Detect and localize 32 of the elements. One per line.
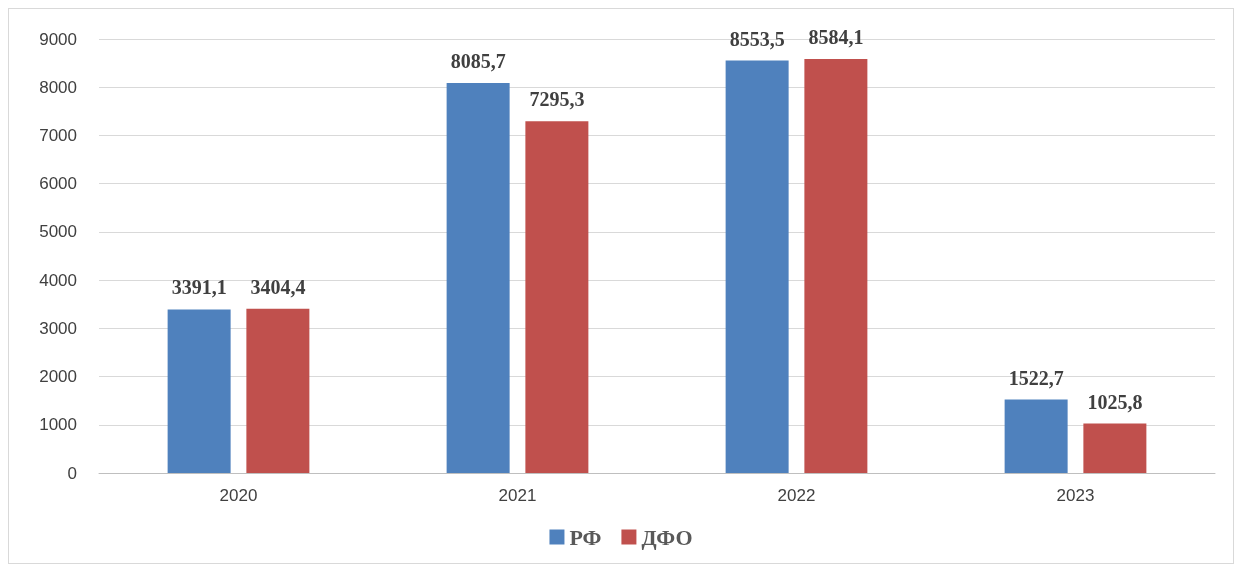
data-label: 1025,8	[1087, 390, 1143, 413]
y-tick-label: 9000	[39, 29, 77, 49]
data-label: 8584,1	[808, 26, 864, 49]
y-tick-label: 7000	[39, 125, 77, 145]
bar	[446, 83, 510, 473]
data-label: 3404,4	[250, 275, 306, 298]
x-tick-label: 2022	[777, 486, 816, 505]
bar	[167, 309, 231, 473]
y-tick-label: 6000	[39, 174, 77, 194]
y-tick-label: 8000	[39, 77, 77, 97]
bar	[1083, 423, 1147, 473]
data-label: 8085,7	[450, 50, 506, 73]
y-tick-label: 1000	[39, 415, 77, 435]
y-tick-label: 0	[67, 463, 77, 483]
data-label: 1522,7	[1008, 366, 1064, 389]
x-tick-label: 2021	[498, 486, 537, 505]
y-tick-label: 3000	[39, 318, 77, 338]
legend-label: ДФО	[641, 524, 693, 550]
data-label: 8553,5	[729, 27, 785, 50]
bar	[725, 60, 789, 473]
data-label: 3391,1	[171, 276, 227, 299]
x-tick-label: 2020	[219, 486, 258, 505]
legend-label: РФ	[569, 524, 602, 550]
y-tick-label: 5000	[39, 222, 77, 242]
x-tick-label: 2023	[1056, 486, 1095, 505]
bar	[804, 59, 868, 473]
data-label: 7295,3	[529, 88, 585, 111]
bar	[525, 121, 589, 473]
bar	[246, 308, 310, 473]
y-tick-label: 4000	[39, 270, 77, 290]
bar	[1004, 399, 1068, 473]
y-tick-label: 2000	[39, 367, 77, 387]
